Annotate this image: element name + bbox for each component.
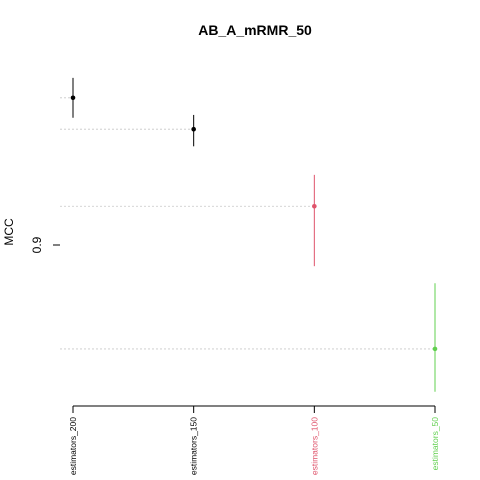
x-tick-label-estimators-50: estimators_50 bbox=[430, 417, 440, 471]
chart-title: AB_A_mRMR_50 bbox=[198, 22, 312, 38]
y-axis-label: MCC bbox=[2, 218, 16, 246]
point-estimators-150 bbox=[191, 126, 196, 132]
x-tick-label-estimators-200: estimators_200 bbox=[68, 417, 78, 475]
point-estimators-200 bbox=[70, 95, 76, 101]
point-estimators-50 bbox=[432, 346, 438, 352]
x-tick-label-estimators-100: estimators_100 bbox=[309, 417, 319, 475]
x-axis-ticks: estimators_200 estimators_150 estimators_1… bbox=[68, 406, 440, 475]
chart-marks bbox=[60, 77, 438, 392]
point-estimators-100 bbox=[312, 203, 317, 209]
x-tick-label-estimators-150: estimators_150 bbox=[189, 417, 199, 475]
y-tick-label: 0.9 bbox=[30, 236, 44, 253]
